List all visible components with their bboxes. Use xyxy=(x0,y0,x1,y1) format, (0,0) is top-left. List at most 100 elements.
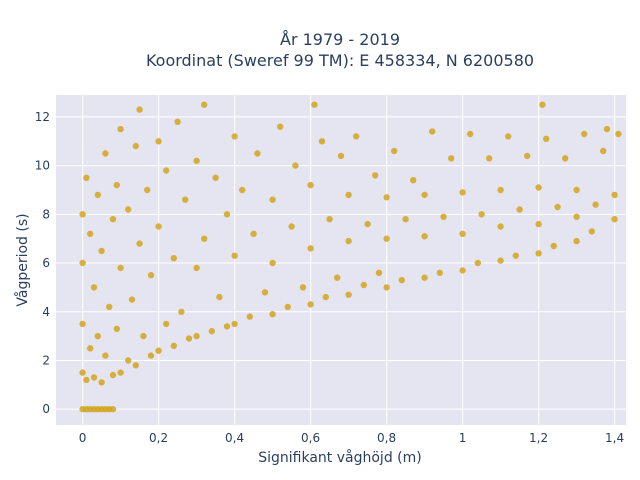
data-point xyxy=(254,150,261,157)
data-point xyxy=(102,352,109,359)
data-point xyxy=(106,303,113,311)
data-point xyxy=(398,276,405,284)
data-point xyxy=(239,186,246,194)
data-point xyxy=(90,284,98,291)
data-point xyxy=(588,228,595,235)
data-point xyxy=(288,223,295,230)
data-point xyxy=(117,125,124,133)
data-point xyxy=(231,133,238,140)
data-point xyxy=(383,194,390,201)
data-point xyxy=(94,332,102,340)
tick-labels: 0 0,2 0,4 0,6 0,8 1 1,2 1,4 0 2 4 6 8 10 12 xyxy=(35,110,624,445)
data-point xyxy=(554,203,561,211)
data-point xyxy=(299,284,307,291)
data-point xyxy=(284,303,291,311)
data-point xyxy=(216,293,223,301)
data-point xyxy=(474,259,481,267)
data-point xyxy=(467,130,474,138)
data-point xyxy=(516,206,523,213)
data-point xyxy=(155,138,162,145)
data-point xyxy=(421,233,428,240)
data-point xyxy=(391,147,398,155)
data-point xyxy=(383,235,390,242)
data-point xyxy=(79,320,86,328)
data-point xyxy=(337,152,345,160)
data-point xyxy=(109,406,117,413)
data-point xyxy=(83,174,90,181)
chart-title: År 1979 - 2019 xyxy=(280,30,400,49)
x-tick-label: 1,2 xyxy=(529,431,548,445)
data-point xyxy=(269,259,276,267)
data-point xyxy=(125,206,132,213)
data-point xyxy=(170,342,177,349)
y-axis-title: Vågperiod (s) xyxy=(14,213,31,306)
data-point xyxy=(246,313,253,320)
data-point xyxy=(292,162,299,169)
data-point xyxy=(83,376,90,384)
data-point xyxy=(117,369,124,376)
data-point xyxy=(592,201,599,208)
data-point xyxy=(94,191,102,199)
data-point xyxy=(277,123,284,130)
data-point xyxy=(497,257,504,264)
grid-lines xyxy=(56,95,626,425)
data-point xyxy=(375,269,383,276)
data-point xyxy=(90,374,98,381)
data-point xyxy=(201,235,208,242)
data-point xyxy=(109,216,117,223)
data-point xyxy=(459,230,466,237)
data-point xyxy=(269,311,276,318)
data-point xyxy=(87,230,94,237)
x-tick-label: 0 xyxy=(79,431,87,445)
data-point xyxy=(147,352,155,359)
data-point xyxy=(132,362,139,369)
data-point xyxy=(113,325,121,332)
data-point xyxy=(125,357,132,364)
data-point xyxy=(144,186,151,194)
data-point xyxy=(193,264,200,272)
y-tick-label: 4 xyxy=(42,305,50,319)
data-point xyxy=(98,247,105,255)
data-point xyxy=(429,128,436,135)
data-point xyxy=(459,189,466,196)
chart-subtitle: Koordinat (Sweref 99 TM): E 458334, N 62… xyxy=(146,51,534,70)
data-point xyxy=(611,216,618,223)
data-point xyxy=(261,289,269,296)
data-point xyxy=(163,320,170,328)
data-point xyxy=(611,191,618,199)
data-point xyxy=(208,328,215,335)
data-point xyxy=(102,150,109,157)
x-tick-label: 0,2 xyxy=(149,431,168,445)
data-point xyxy=(79,211,86,218)
data-point xyxy=(311,101,318,108)
data-point xyxy=(178,308,185,315)
data-point xyxy=(345,191,352,199)
data-point xyxy=(231,252,238,259)
data-point xyxy=(505,133,512,140)
data-point xyxy=(117,264,124,272)
data-point xyxy=(318,138,326,145)
data-point xyxy=(136,240,143,247)
data-point xyxy=(174,118,181,126)
x-tick-label: 0,4 xyxy=(225,431,244,445)
data-point xyxy=(383,284,390,291)
data-point xyxy=(353,133,360,140)
data-point xyxy=(250,230,257,237)
data-point xyxy=(421,191,428,199)
data-point xyxy=(79,259,86,267)
data-point xyxy=(185,335,193,342)
data-point xyxy=(155,347,162,354)
data-point xyxy=(79,369,86,376)
data-point xyxy=(436,269,443,276)
data-point xyxy=(155,223,162,230)
data-point xyxy=(497,186,504,194)
data-points xyxy=(79,101,622,413)
data-point xyxy=(478,211,485,218)
data-point xyxy=(573,213,580,220)
data-point xyxy=(269,196,276,203)
data-point xyxy=(410,177,417,184)
x-axis-title: Signifikant våghöjd (m) xyxy=(258,449,421,466)
x-tick-label: 1 xyxy=(459,431,467,445)
data-point xyxy=(132,142,139,150)
